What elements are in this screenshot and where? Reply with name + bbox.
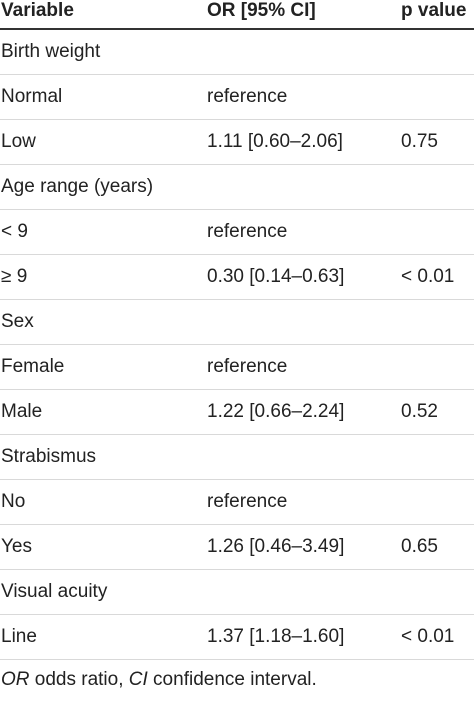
- cell-or: 1.11 [0.60–2.06]: [207, 131, 343, 152]
- cell-variable: Female: [1, 356, 65, 377]
- table-row: Normal reference: [0, 75, 474, 120]
- odds-ratio-table: Variable OR [95% CI] p value Birth weigh…: [0, 0, 474, 700]
- cell-variable: Birth weight: [1, 41, 101, 62]
- cell-or: reference: [207, 491, 288, 512]
- cell-or: 1.37 [1.18–1.60]: [207, 626, 345, 647]
- cell-p-value: 0.52: [401, 401, 438, 422]
- cell-or: reference: [207, 356, 288, 377]
- cell-or: reference: [207, 221, 288, 242]
- table-row: Sex: [0, 300, 474, 345]
- table-row: Age range (years): [0, 165, 474, 210]
- table-row: Yes 1.26 [0.46–3.49] 0.65: [0, 525, 474, 570]
- header-p-value: p value: [401, 0, 467, 21]
- cell-variable: ≥ 9: [1, 266, 28, 287]
- cell-or: 1.22 [0.66–2.24]: [207, 401, 345, 422]
- cell-variable: Strabismus: [1, 446, 97, 467]
- table-row: Line 1.37 [1.18–1.60] < 0.01: [0, 615, 474, 660]
- table-row: Birth weight: [0, 30, 474, 75]
- cell-variable: Yes: [1, 536, 32, 557]
- cell-variable: < 9: [1, 221, 28, 242]
- header-or: OR [95% CI]: [207, 0, 316, 21]
- table-row: Visual acuity: [0, 570, 474, 615]
- cell-p-value: < 0.01: [401, 626, 455, 647]
- cell-variable: Low: [1, 131, 36, 152]
- cell-p-value: < 0.01: [401, 266, 455, 287]
- header-variable: Variable: [1, 0, 74, 21]
- cell-p-value: 0.75: [401, 131, 438, 152]
- table-footnote: OR odds ratio, CI confidence interval.: [0, 660, 474, 700]
- table-row: No reference: [0, 480, 474, 525]
- cell-variable: Sex: [1, 311, 34, 332]
- cell-variable: No: [1, 491, 26, 512]
- footnote-ci-abbr: CI: [128, 669, 148, 690]
- cell-variable: Male: [1, 401, 43, 422]
- cell-variable: Age range (years): [1, 176, 154, 197]
- cell-variable: Line: [1, 626, 37, 647]
- footnote-or-text: odds ratio,: [29, 669, 129, 690]
- table-row: Male 1.22 [0.66–2.24] 0.52: [0, 390, 474, 435]
- footnote-ci-text: confidence interval.: [147, 669, 317, 690]
- table-row: Female reference: [0, 345, 474, 390]
- cell-or: 0.30 [0.14–0.63]: [207, 266, 345, 287]
- table-header: Variable OR [95% CI] p value: [0, 0, 474, 30]
- table-row: < 9 reference: [0, 210, 474, 255]
- cell-or: 1.26 [0.46–3.49]: [207, 536, 345, 557]
- table-row: Strabismus: [0, 435, 474, 480]
- cell-variable: Visual acuity: [1, 581, 108, 602]
- footnote-or-abbr: OR: [1, 669, 30, 690]
- cell-or: reference: [207, 86, 288, 107]
- cell-p-value: 0.65: [401, 536, 438, 557]
- cell-variable: Normal: [1, 86, 63, 107]
- table-row: Low 1.11 [0.60–2.06] 0.75: [0, 120, 474, 165]
- table-row: ≥ 9 0.30 [0.14–0.63] < 0.01: [0, 255, 474, 300]
